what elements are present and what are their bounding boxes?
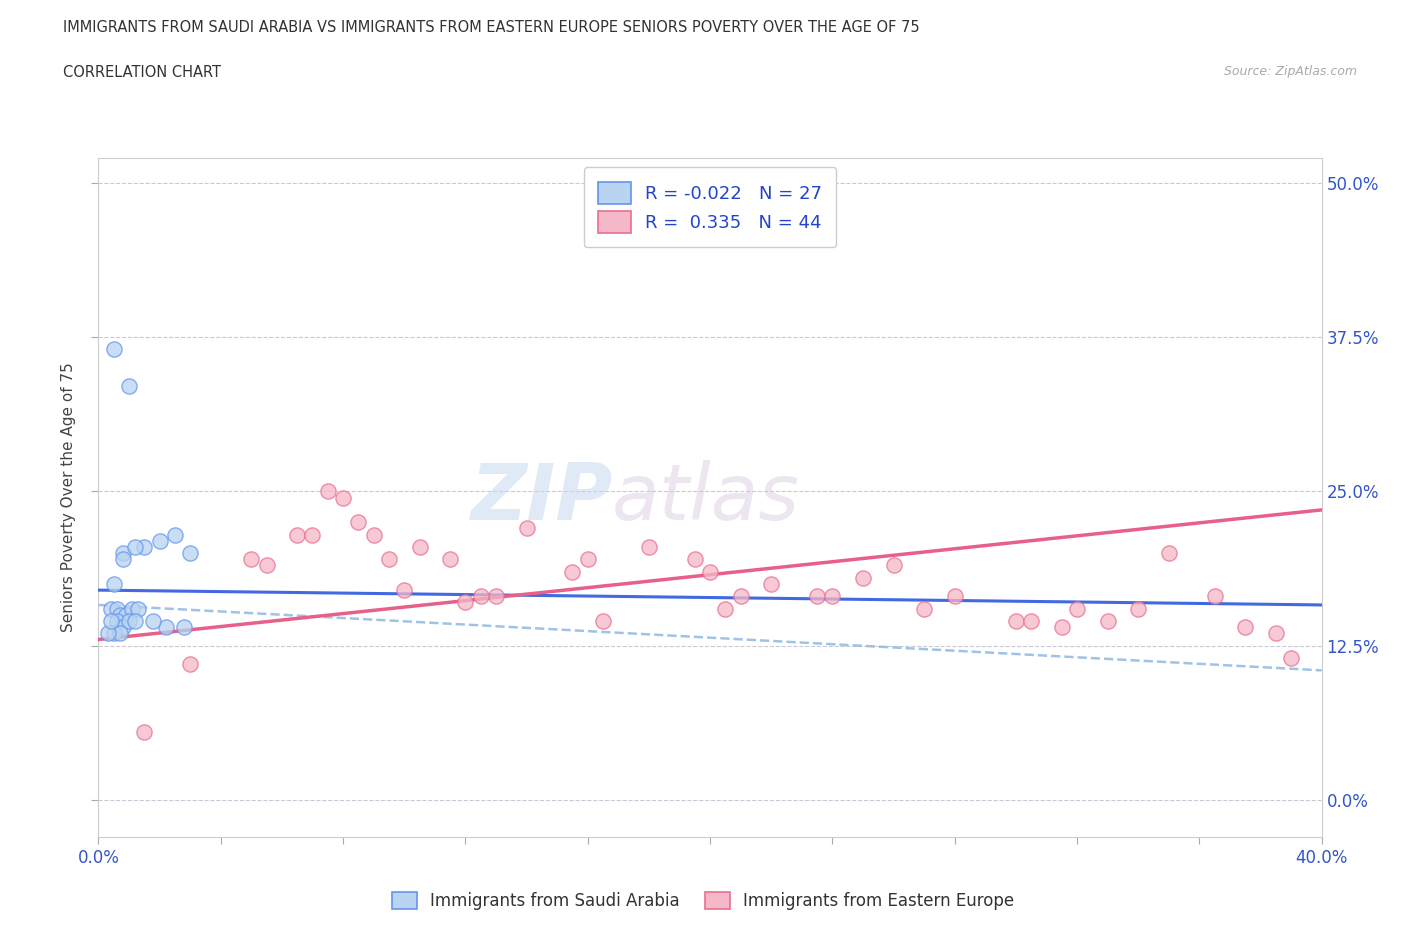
Point: [516, 521, 538, 536]
Point: [127, 601, 149, 616]
Point: [332, 490, 354, 505]
Point: [576, 551, 599, 566]
Point: [118, 614, 141, 629]
Point: [105, 614, 128, 629]
Text: Source: ZipAtlas.com: Source: ZipAtlas.com: [1223, 65, 1357, 78]
Point: [111, 551, 134, 566]
Point: [179, 657, 201, 671]
Point: [883, 558, 905, 573]
Point: [821, 589, 844, 604]
Point: [761, 577, 783, 591]
Point: [142, 614, 165, 629]
Point: [108, 607, 131, 622]
Point: [1004, 614, 1026, 629]
Point: [240, 551, 263, 566]
Point: [134, 724, 156, 739]
Point: [378, 551, 401, 566]
Text: atlas: atlas: [612, 459, 800, 536]
Point: [124, 539, 146, 554]
Point: [1128, 601, 1150, 616]
Point: [1050, 619, 1073, 634]
Point: [100, 601, 122, 616]
Point: [683, 551, 706, 566]
Point: [103, 626, 125, 641]
Point: [1234, 619, 1257, 634]
Point: [173, 619, 195, 634]
Point: [638, 539, 661, 554]
Point: [1279, 651, 1302, 666]
Point: [115, 607, 138, 622]
Point: [561, 565, 583, 579]
Point: [163, 527, 186, 542]
Point: [118, 379, 141, 394]
Legend: R = -0.022   N = 27, R =  0.335   N = 44: R = -0.022 N = 27, R = 0.335 N = 44: [583, 167, 837, 247]
Point: [1066, 601, 1088, 616]
Point: [103, 342, 125, 357]
Point: [105, 601, 128, 616]
Point: [730, 589, 752, 604]
Point: [363, 527, 385, 542]
Point: [121, 601, 143, 616]
Point: [111, 546, 134, 561]
Point: [806, 589, 828, 604]
Text: IMMIGRANTS FROM SAUDI ARABIA VS IMMIGRANTS FROM EASTERN EUROPE SENIORS POVERTY O: IMMIGRANTS FROM SAUDI ARABIA VS IMMIGRAN…: [63, 20, 920, 35]
Text: CORRELATION CHART: CORRELATION CHART: [63, 65, 221, 80]
Point: [699, 565, 721, 579]
Point: [100, 614, 122, 629]
Point: [103, 577, 125, 591]
Point: [392, 583, 416, 598]
Point: [111, 619, 134, 634]
Point: [408, 539, 430, 554]
Point: [485, 589, 508, 604]
Point: [124, 614, 146, 629]
Point: [1204, 589, 1226, 604]
Point: [1019, 614, 1042, 629]
Point: [301, 527, 323, 542]
Point: [155, 619, 177, 634]
Point: [943, 589, 966, 604]
Point: [592, 614, 614, 629]
Text: ZIP: ZIP: [470, 459, 612, 536]
Point: [439, 551, 461, 566]
Point: [470, 589, 492, 604]
Point: [149, 533, 172, 548]
Point: [179, 546, 201, 561]
Point: [316, 484, 339, 498]
Point: [1264, 626, 1286, 641]
Point: [97, 626, 120, 641]
Point: [1157, 546, 1180, 561]
Point: [256, 558, 278, 573]
Point: [454, 595, 477, 610]
Point: [912, 601, 935, 616]
Point: [134, 539, 156, 554]
Point: [1097, 614, 1119, 629]
Point: [852, 570, 875, 585]
Point: [108, 626, 131, 641]
Point: [285, 527, 308, 542]
Y-axis label: Seniors Poverty Over the Age of 75: Seniors Poverty Over the Age of 75: [60, 363, 76, 632]
Point: [714, 601, 737, 616]
Legend: Immigrants from Saudi Arabia, Immigrants from Eastern Europe: Immigrants from Saudi Arabia, Immigrants…: [385, 885, 1021, 917]
Point: [347, 515, 370, 530]
